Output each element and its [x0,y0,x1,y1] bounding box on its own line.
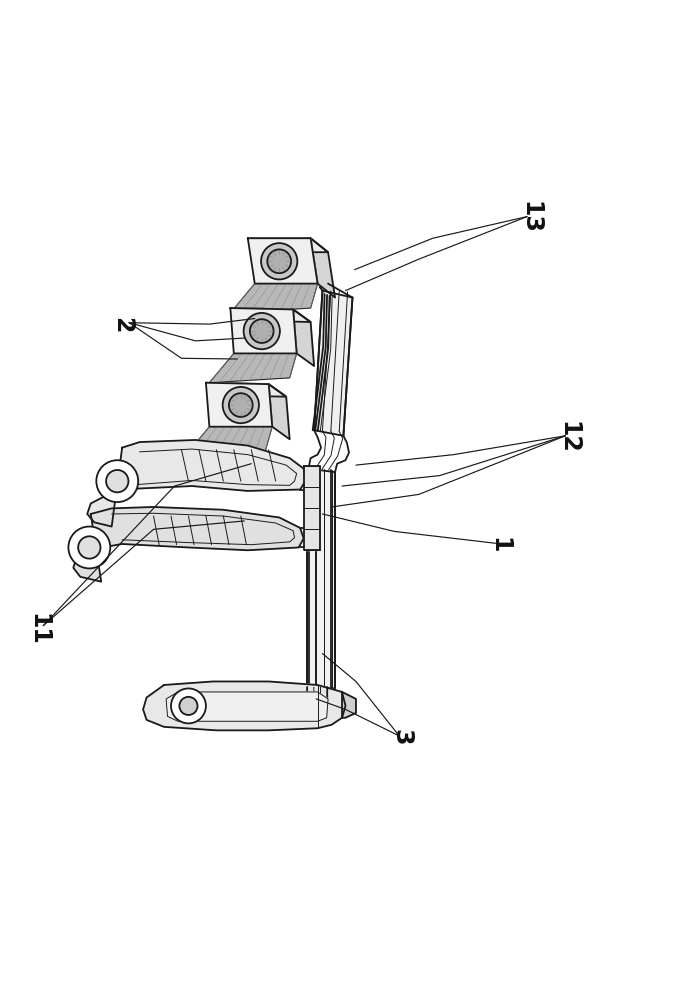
Text: 13: 13 [519,201,542,234]
Circle shape [223,387,259,423]
Polygon shape [342,692,356,718]
Circle shape [179,697,198,715]
Circle shape [261,243,297,279]
Polygon shape [248,238,318,284]
Text: 2: 2 [110,317,134,334]
Polygon shape [311,238,335,298]
Polygon shape [307,469,335,688]
Polygon shape [143,681,346,730]
Circle shape [250,319,274,343]
Polygon shape [73,507,304,582]
Circle shape [96,460,138,502]
Polygon shape [185,427,272,456]
Polygon shape [209,353,297,383]
Text: 1: 1 [487,537,511,554]
Circle shape [244,313,280,349]
Circle shape [229,393,253,417]
Circle shape [106,470,128,492]
Text: 12: 12 [557,421,581,454]
Circle shape [68,527,110,568]
Text: 3: 3 [389,729,413,746]
Polygon shape [304,466,320,550]
Polygon shape [166,692,328,721]
Polygon shape [269,384,290,439]
Polygon shape [87,440,306,527]
Circle shape [78,536,101,559]
Polygon shape [248,238,328,252]
Polygon shape [230,284,318,313]
Polygon shape [314,291,352,436]
Polygon shape [230,308,297,353]
Polygon shape [206,383,272,427]
Circle shape [267,249,291,273]
Polygon shape [293,309,314,366]
Polygon shape [230,308,311,322]
Circle shape [171,688,206,723]
Text: 11: 11 [27,613,50,646]
Polygon shape [206,383,286,397]
